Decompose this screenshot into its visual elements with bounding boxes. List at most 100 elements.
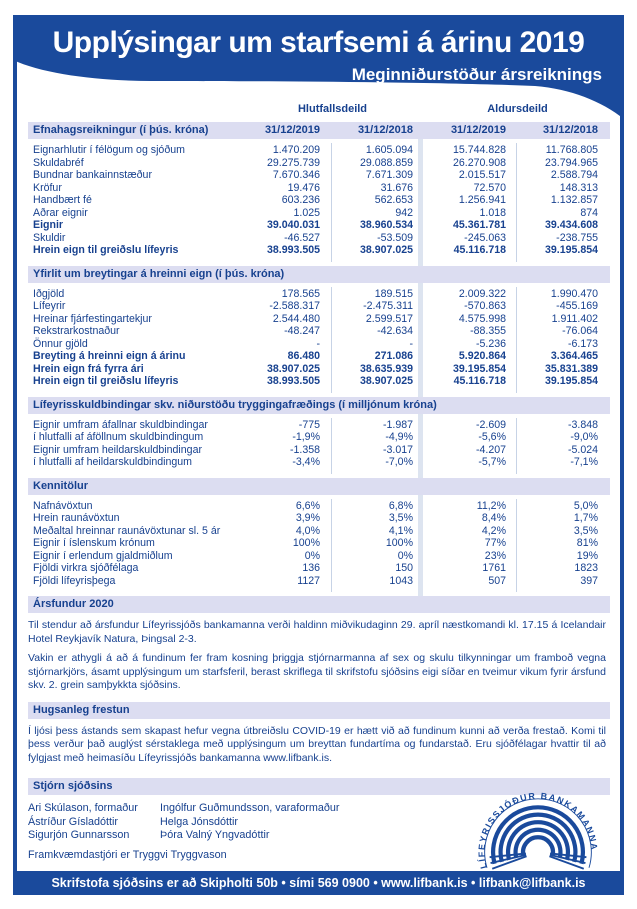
row-value: 3.364.465 — [550, 350, 598, 362]
row-label: Rekstrarkostnaður — [33, 325, 120, 337]
table-row: Eignir umfram áfallnar skuldbindingar -77… — [28, 419, 610, 432]
table-row: Hreinar fjárfestingartekjur 2.544.480 2.59… — [28, 313, 610, 326]
section-title: Ársfundur 2020 — [33, 598, 114, 610]
row-value: 603.236 — [281, 194, 320, 206]
row-value: 38.635.939 — [359, 362, 413, 375]
row-value: 23.794.965 — [544, 156, 598, 169]
table-row: Hrein raunávöxtun 3,9% 3,5% 8,4% 1,7% — [28, 512, 610, 525]
row-value: -42.634 — [377, 325, 413, 337]
row-value: 189.515 — [374, 287, 413, 300]
row-value: 5.920.864 — [458, 350, 506, 362]
page-frame: Upplýsingar um starfsemi á árinu 2019 Me… — [13, 15, 624, 895]
row-value: 29.088.859 — [359, 156, 413, 169]
row-value: 136 — [302, 562, 320, 574]
row-value: 1823 — [574, 562, 598, 574]
table-row: Hrein eign til greiðslu lífeyris 38.993.5… — [28, 244, 610, 257]
row-label: Kröfur — [33, 181, 62, 194]
column-divider — [516, 417, 517, 474]
page-subtitle: Meginniðurstöður ársreiknings — [351, 65, 602, 84]
table-row: Meðaltal hreinnar raunávöxtunar sl. 5 ár… — [28, 525, 610, 538]
row-label: Eignir — [33, 219, 64, 231]
row-value: 11,2% — [476, 499, 506, 512]
table-row: Handbært fé 603.236 562.653 1.256.941 1.132.… — [28, 194, 610, 207]
table-row: í hlutfalli af áföllnum skuldbindingum -1… — [28, 431, 610, 444]
row-value: 562.653 — [374, 194, 413, 206]
row-value: - — [316, 337, 320, 350]
row-value: 38.907.025 — [266, 362, 320, 375]
board-member: Helga Jónsdóttir — [160, 815, 239, 828]
group-divider — [418, 282, 423, 397]
table-row: Breyting á hreinni eign á árinu 86.480 271… — [28, 350, 610, 363]
paragraph: Vakin er athygli á að á fundinum fer fra… — [28, 652, 606, 691]
table-row: Eignir 39.040.031 38.960.534 45.361.781 39.4… — [28, 219, 610, 232]
spacer — [28, 103, 240, 118]
row-label: Hrein raunávöxtun — [33, 512, 120, 524]
row-label: Eignir í erlendum gjaldmiðlum — [33, 549, 173, 562]
column-group-aldursdeild: Aldursdeild — [487, 103, 548, 115]
row-label: Hrein eign til greiðslu lífeyris — [33, 375, 179, 387]
right-border — [620, 115, 624, 871]
row-label: Nafnávöxtun — [33, 499, 93, 512]
row-value: 7.670.346 — [272, 169, 320, 181]
row-value: 38.960.534 — [359, 219, 413, 231]
row-value: 39.195.854 — [544, 244, 598, 256]
table-row: Hrein eign frá fyrra ári 38.907.025 38.635… — [28, 363, 610, 376]
column-group-headers: Hlutfallsdeild Aldursdeild — [28, 103, 610, 118]
row-label: Eignarhlutir í félögum og sjóðum — [33, 144, 185, 156]
left-border — [13, 55, 17, 871]
row-value: 1.256.941 — [458, 194, 506, 206]
text-section-hugsanleg-frestun: Í ljósi þess ástands sem skapast hefur v… — [28, 725, 610, 775]
row-label: Hrein eign til greiðslu lífeyris — [33, 244, 179, 256]
table-body-efnahagsreikningur: Eignarhlutir í félögum og sjóðum 1.470.20… — [28, 139, 610, 266]
row-value: 11.768.805 — [545, 144, 598, 156]
header-banner-wave — [13, 15, 624, 119]
row-value: 4.575.998 — [458, 312, 506, 325]
row-value: 15.744.828 — [452, 144, 506, 156]
row-label: í hlutfalli af áföllnum skuldbindingum — [33, 431, 204, 443]
table-body-lifeyrisskuldbindingar: Eignir umfram áfallnar skuldbindingar -77… — [28, 413, 610, 478]
row-value: 39.195.854 — [452, 362, 506, 375]
row-value: 81% — [576, 537, 598, 549]
row-value: -1.358 — [289, 443, 320, 456]
row-value: -238.755 — [556, 231, 598, 244]
row-value: 0% — [397, 549, 413, 562]
row-value: -2.609 — [475, 418, 506, 431]
row-value: 874 — [580, 206, 598, 219]
table-row: Skuldir -46.527 -53.509 -245.063 -238.755 — [28, 232, 610, 245]
row-value: -4,9% — [385, 431, 413, 443]
group-divider — [418, 494, 423, 596]
row-value: 6,6% — [295, 499, 320, 512]
section-header-lifeyrisskuldbindingar: Lífeyrisskuldbindingar skv. niðurstöðu t… — [28, 396, 610, 414]
row-value: 1761 — [482, 562, 506, 574]
table-row: Rekstrarkostnaður -48.247 -42.634 -88.355 -7… — [28, 325, 610, 338]
row-label: Önnur gjöld — [33, 337, 88, 350]
row-value: -570.863 — [464, 300, 506, 312]
table-row: Skuldabréf 29.275.739 29.088.859 26.270.908… — [28, 157, 610, 170]
row-value: 4,2% — [481, 524, 506, 537]
row-value: 942 — [395, 206, 413, 219]
row-value: 19.476 — [287, 181, 320, 194]
table-row: Eignir í erlendum gjaldmiðlum 0% 0% 23% 19% — [28, 550, 610, 563]
section-title: Kennitölur — [33, 479, 88, 492]
row-label: Fjöldi lífeyrisþega — [33, 574, 116, 587]
row-label: Bundnar bankainnstæður — [33, 169, 152, 181]
row-value: 100% — [385, 537, 413, 549]
row-value: 1.025 — [293, 206, 320, 219]
row-value: -5,7% — [478, 456, 506, 468]
section-title: Yfirlit um breytingar á hreinni eign (í … — [33, 267, 285, 280]
row-label: Eignir umfram heildarskuldbindingar — [33, 443, 202, 456]
section-title: Efnahagsreikningur (í þús. króna) — [33, 124, 209, 136]
row-label: Skuldabréf — [33, 156, 84, 169]
row-value: -4.207 — [475, 443, 506, 456]
row-value: -1.987 — [382, 418, 413, 431]
row-value: 72.570 — [473, 181, 506, 194]
row-value: 38.993.505 — [266, 244, 320, 256]
row-value: -775 — [298, 418, 320, 431]
section-title: Hugsanleg frestun — [33, 703, 130, 716]
row-value: 77% — [484, 537, 506, 549]
row-value: 8,4% — [481, 512, 506, 524]
column-group-hlutfallsdeild: Hlutfallsdeild — [297, 103, 368, 115]
board-member: Ástríður Gísladóttir — [28, 815, 119, 828]
row-value: 1.132.857 — [550, 194, 598, 206]
table-body-kennitolur: Nafnávöxtun 6,6% 6,8% 11,2% 5,0% Hrein raunáv… — [28, 494, 610, 596]
